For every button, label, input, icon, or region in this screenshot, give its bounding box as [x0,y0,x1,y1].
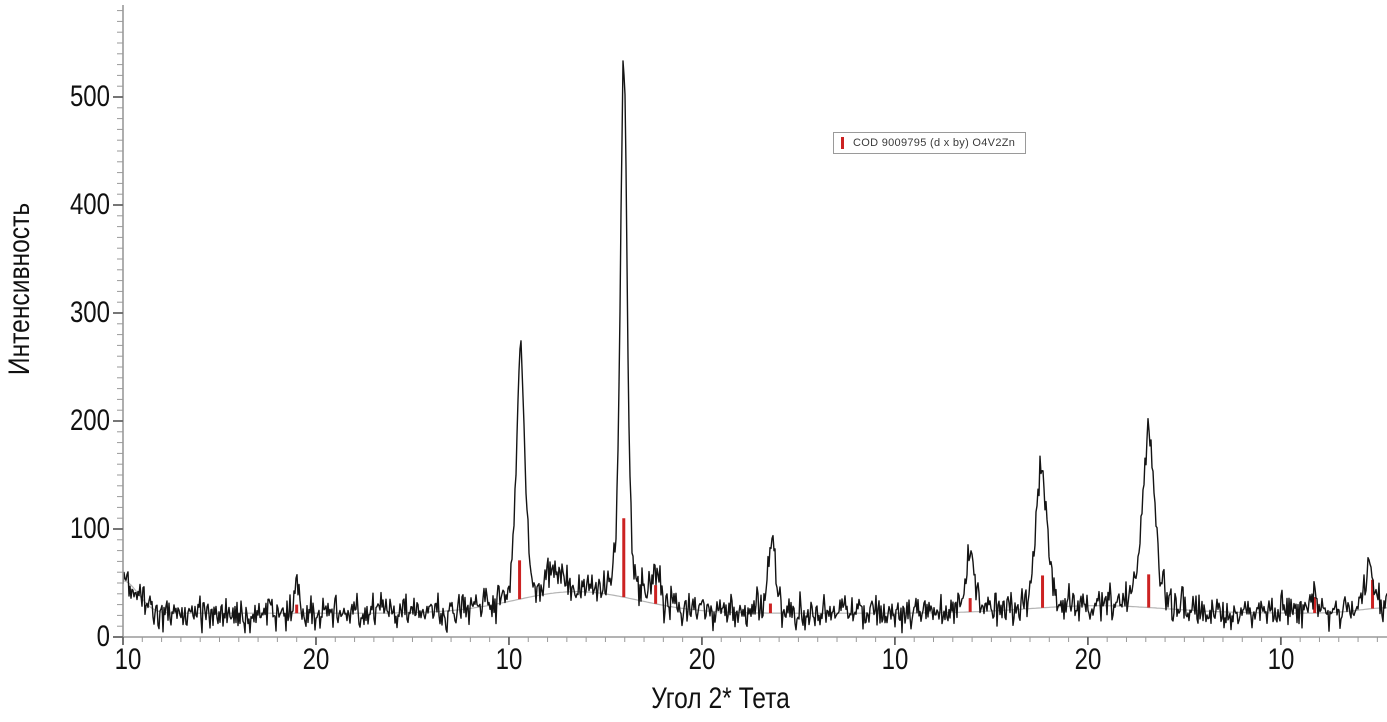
x-tick-label: 10 [1267,643,1295,676]
x-tick-label: 10 [495,643,523,676]
x-tick-label: 10 [881,643,909,676]
y-tick-label: 500 [69,80,110,113]
y-axis-title-text: Интенсивность [3,202,36,376]
reference-marker-icon [841,137,844,149]
x-tick-label: 20 [1074,643,1102,676]
y-tick-label: 300 [69,296,110,329]
x-tick-label: 20 [302,643,330,676]
x-tick-label: 20 [688,643,716,676]
y-tick-label: 200 [69,404,110,437]
y-axis-title: Интенсивность [3,139,37,439]
y-tick-label: 100 [69,512,110,545]
x-axis-title-text: Угол 2* Тета [650,682,790,715]
x-axis-title: Угол 2* Тета [560,682,880,716]
x-tick-label: 10 [114,643,142,676]
legend: COD 9009795 (d x by) O4V2Zn [833,132,1027,154]
legend-label: COD 9009795 (d x by) O4V2Zn [853,137,1016,149]
y-tick-label: 400 [69,188,110,221]
xrd-trace [122,60,1387,634]
y-tick-label: 0 [96,620,110,653]
